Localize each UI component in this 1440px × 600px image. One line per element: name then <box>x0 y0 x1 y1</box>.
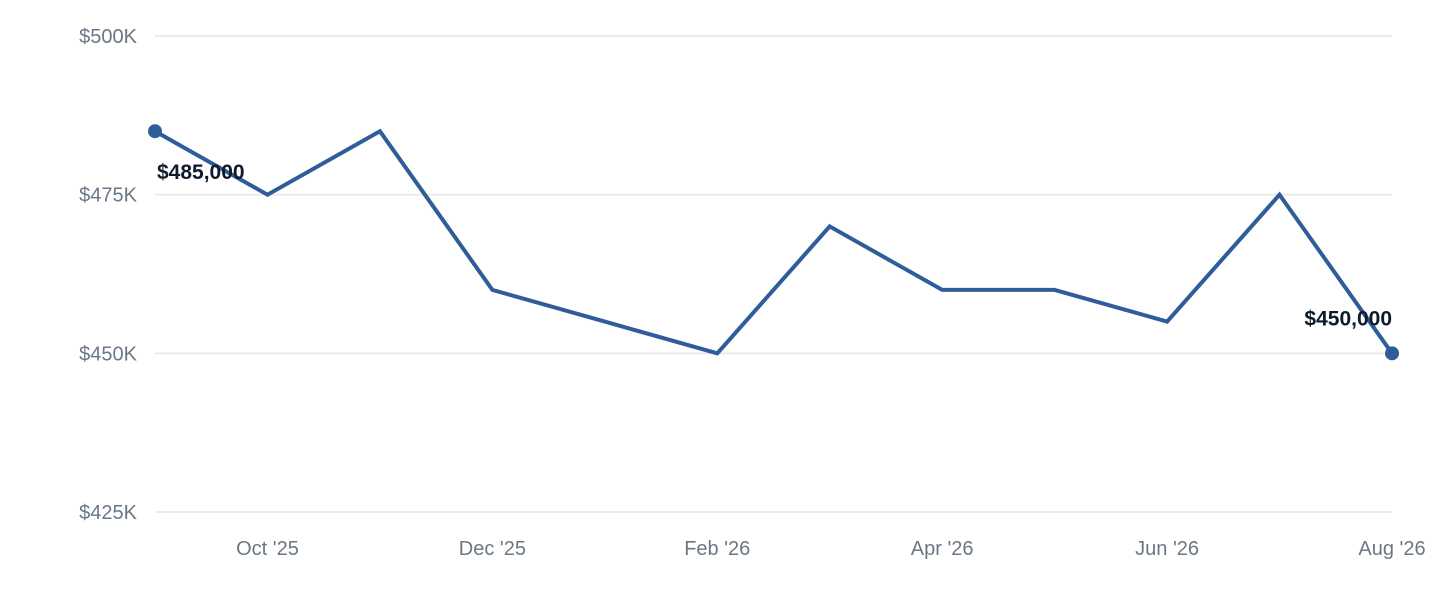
y-tick-label: $425K <box>79 502 137 524</box>
x-tick-label: Jun '26 <box>1135 538 1199 560</box>
grid-layer <box>155 35 1392 513</box>
y-tick-label: $450K <box>79 343 137 365</box>
x-tick-label: Apr '26 <box>911 538 974 560</box>
annotation-layer: $485,000 $450,000 <box>148 124 1399 361</box>
y-tick-label: $500K <box>79 26 137 48</box>
x-tick-label: Aug '26 <box>1358 538 1425 560</box>
data-point-marker <box>1385 346 1399 361</box>
x-tick-label: Feb '26 <box>684 538 750 560</box>
y-axis-ticks: $500K $475K $450K $425K <box>79 26 137 524</box>
x-axis-ticks: Oct '25 Dec '25 Feb '26 Apr '26 Jun '26 Aug '… <box>236 538 1426 560</box>
series-layer <box>154 128 1394 356</box>
data-point-marker <box>148 124 162 139</box>
y-tick-label: $475K <box>79 185 137 207</box>
data-label: $485,000 <box>157 161 245 184</box>
series-line-0 <box>154 128 1394 356</box>
data-label: $450,000 <box>1304 307 1392 330</box>
x-tick-label: Dec '25 <box>459 538 526 560</box>
x-tick-label: Oct '25 <box>236 538 299 560</box>
